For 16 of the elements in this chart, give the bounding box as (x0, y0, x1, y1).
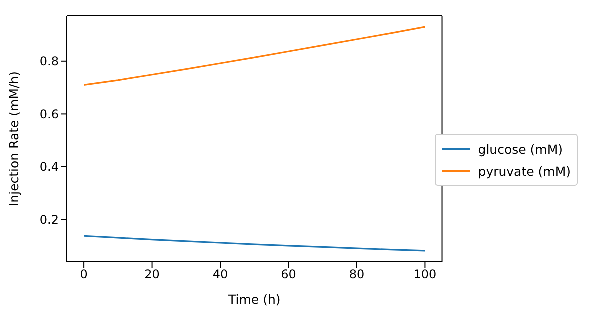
y-axis-title: Injection Rate (mM/h) (6, 71, 22, 207)
x-tick-label: 100 (414, 268, 437, 282)
x-axis-title: Time (h) (228, 292, 281, 307)
y-tick-label: 0.2 (40, 213, 59, 228)
y-tick-label: 0.4 (40, 160, 59, 174)
y-tick-label: 0.8 (40, 54, 59, 69)
x-tick-label: 80 (349, 268, 365, 282)
x-tick-label: 20 (144, 268, 160, 282)
legend-label: glucose (mM) (478, 142, 564, 156)
x-tick-label: 60 (281, 268, 296, 282)
x-tick-label: 40 (212, 268, 228, 282)
legend-label: pyruvate (mM) (478, 164, 571, 178)
line-series (83, 26, 426, 86)
line-series (83, 235, 426, 252)
x-tick-label: 0 (80, 268, 88, 282)
y-tick-label: 0.6 (40, 107, 59, 122)
